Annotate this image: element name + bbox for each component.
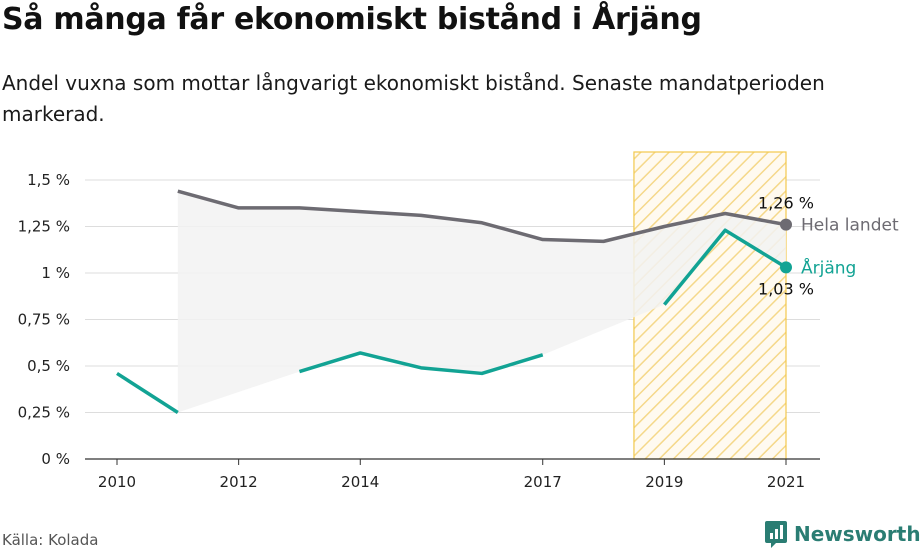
- end-point-arjang: [780, 261, 792, 274]
- series-line-hela-landet: [177, 189, 787, 244]
- series-line-arjang: [663, 228, 787, 306]
- gap-area: [177, 191, 786, 413]
- x-tick-label: 2012: [220, 473, 258, 491]
- newsworthy-brand: Newsworthy: [794, 522, 920, 546]
- value-label-arjang: 1,03 %: [758, 279, 814, 298]
- series-name-hela-landet: Hela landet: [801, 216, 899, 236]
- x-tick-label: 2014: [341, 473, 379, 491]
- y-tick-label: 0,5 %: [27, 357, 70, 375]
- y-tick-label: 0 %: [41, 450, 70, 468]
- series-line-arjang: [298, 351, 544, 376]
- chart-subtitle: Andel vuxna som mottar långvarigt ekonom…: [2, 71, 825, 126]
- x-tick-label: 2017: [524, 473, 562, 491]
- end-point-hela-landet: [780, 218, 792, 231]
- newsworthy-logo: Newsworthy: [764, 518, 920, 550]
- value-label-hela-landet: 1,26 %: [758, 194, 814, 213]
- x-tick-label: 2021: [767, 473, 805, 491]
- y-tick-label: 1,5 %: [27, 171, 70, 189]
- y-tick-label: 0,75 %: [18, 311, 70, 329]
- chart-title: Så många får ekonomiskt bistånd i Årjäng: [2, 2, 702, 37]
- series-line-arjang: [116, 371, 179, 414]
- line-chart: 0 % 0,25 % 0,5 % 0,75 % 1 % 1,25 % 1,5 % 2010 20…: [18, 151, 899, 491]
- y-tick-label: 0,25 %: [18, 404, 70, 422]
- x-tick-label: 2010: [98, 473, 136, 491]
- y-tick-label: 1 %: [41, 264, 70, 282]
- x-tick-label: 2019: [645, 473, 683, 491]
- y-tick-label: 1,25 %: [18, 218, 70, 236]
- source-label: Källa: Kolada: [2, 531, 99, 549]
- series-name-arjang: Årjäng: [801, 256, 856, 278]
- newsworthy-icon: [765, 521, 787, 548]
